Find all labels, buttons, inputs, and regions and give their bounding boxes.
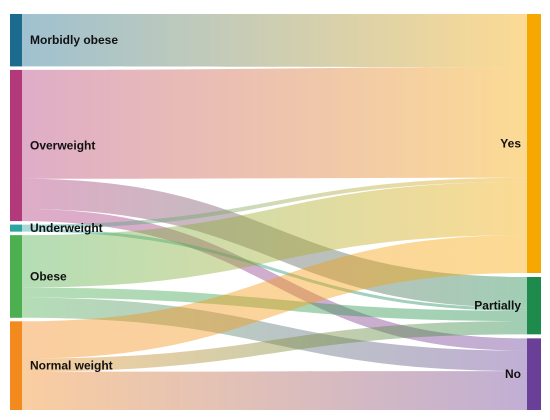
node-yes <box>527 14 541 274</box>
link-overweight-to-yes <box>22 67 527 179</box>
node-partially <box>527 277 541 335</box>
label-yes: Yes <box>500 137 521 151</box>
link-underweight-to-partially <box>22 228 527 311</box>
node-morbidly-obese <box>10 14 22 67</box>
label-morbidly-obese: Morbidly obese <box>30 33 118 47</box>
nodes-layer <box>10 14 541 410</box>
node-obese <box>10 235 22 318</box>
links-layer <box>22 14 527 410</box>
link-normal-weight-to-yes <box>22 235 527 359</box>
link-normal-weight-to-partially <box>22 321 527 372</box>
node-overweight <box>10 69 22 222</box>
labels-layer: Morbidly obese Overweight Underweight Obese… <box>30 33 521 381</box>
link-normal-weight-to-no <box>22 371 527 410</box>
label-normal-weight: Normal weight <box>30 359 113 373</box>
label-obese: Obese <box>30 269 67 283</box>
link-underweight-to-yes <box>22 177 527 229</box>
label-underweight: Underweight <box>30 221 103 235</box>
node-normal-weight <box>10 321 22 410</box>
label-no: No <box>505 367 521 381</box>
node-no <box>527 338 541 410</box>
label-overweight: Overweight <box>30 139 95 153</box>
link-morbidly-obese-to-yes <box>22 14 527 68</box>
label-partially: Partially <box>474 299 521 313</box>
node-underweight <box>10 224 22 232</box>
link-obese-to-yes <box>22 181 527 288</box>
